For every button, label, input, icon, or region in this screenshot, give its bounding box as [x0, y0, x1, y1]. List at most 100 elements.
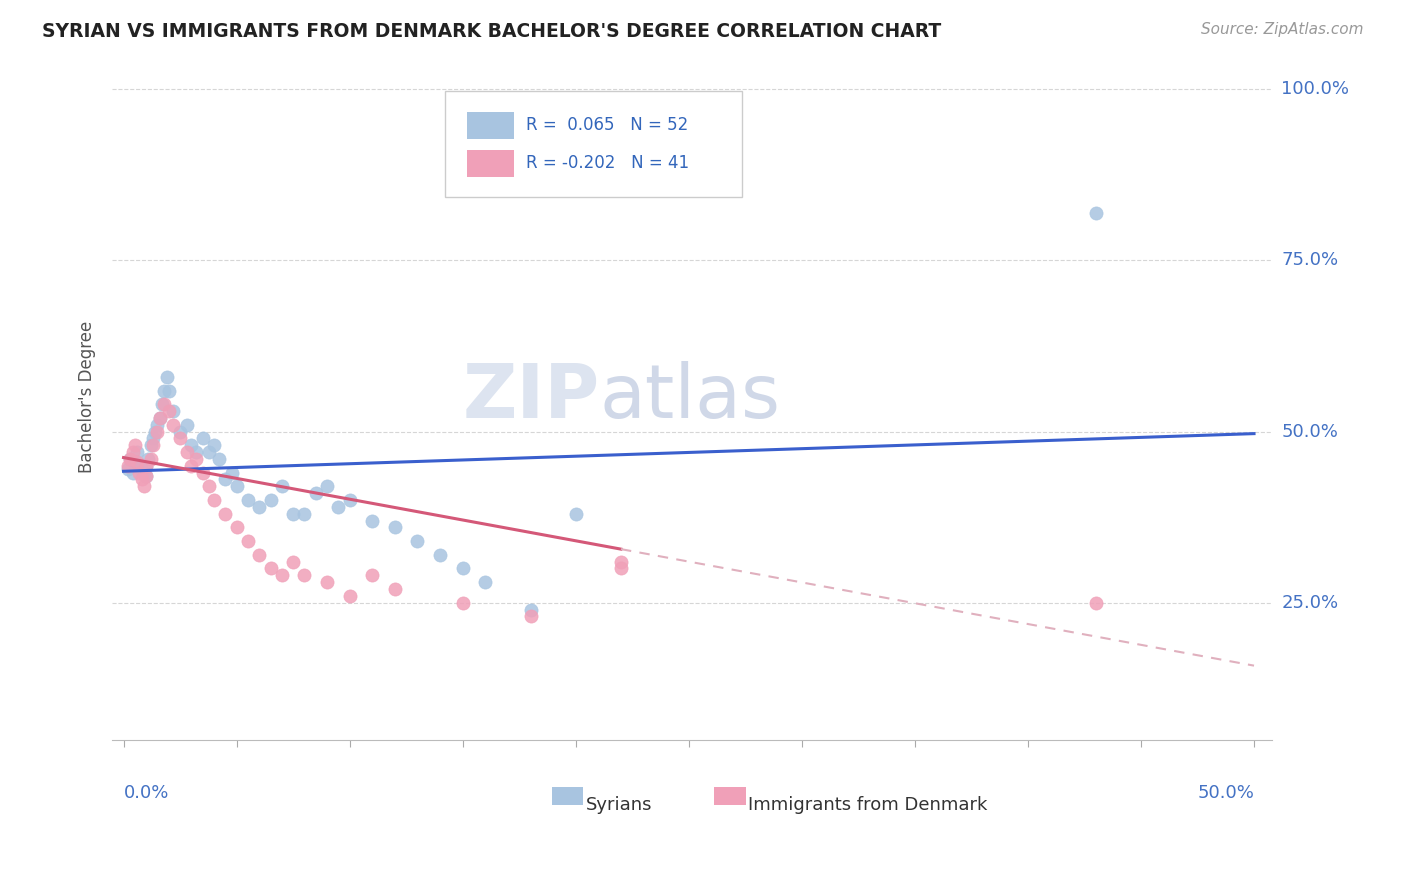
Point: [236, 534, 259, 549]
Point: [198, 445, 221, 459]
Text: ZIP: ZIP: [463, 361, 599, 434]
FancyBboxPatch shape: [467, 112, 513, 139]
Point: [247, 548, 270, 562]
Point: [157, 384, 180, 398]
Point: [184, 445, 207, 459]
Point: [157, 404, 180, 418]
Point: [281, 507, 304, 521]
Point: [169, 431, 191, 445]
Point: [153, 397, 176, 411]
Point: [121, 466, 143, 480]
Point: [259, 561, 281, 575]
Point: [146, 425, 169, 439]
Point: [124, 455, 146, 469]
Text: SYRIAN VS IMMIGRANTS FROM DENMARK BACHELOR'S DEGREE CORRELATION CHART: SYRIAN VS IMMIGRANTS FROM DENMARK BACHEL…: [42, 22, 942, 41]
Point: [124, 438, 146, 452]
Point: [117, 462, 139, 476]
Point: [339, 493, 361, 508]
Text: 50.0%: 50.0%: [1197, 784, 1254, 802]
Point: [127, 445, 149, 459]
Point: [723, 175, 745, 189]
Point: [236, 493, 259, 508]
Point: [139, 438, 162, 452]
Point: [135, 458, 157, 473]
Point: [117, 458, 139, 473]
Point: [316, 575, 339, 590]
Text: Syrians: Syrians: [585, 797, 652, 814]
FancyBboxPatch shape: [467, 150, 513, 177]
Point: [143, 425, 166, 439]
Point: [610, 561, 633, 575]
Point: [316, 479, 339, 493]
Point: [214, 473, 236, 487]
Point: [162, 417, 184, 432]
Text: 0.0%: 0.0%: [124, 784, 169, 802]
Point: [564, 507, 586, 521]
Point: [120, 452, 142, 467]
Point: [135, 469, 157, 483]
Point: [225, 520, 247, 534]
Y-axis label: Bachelor's Degree: Bachelor's Degree: [79, 321, 96, 474]
Point: [142, 431, 165, 445]
Text: Source: ZipAtlas.com: Source: ZipAtlas.com: [1201, 22, 1364, 37]
Point: [305, 486, 328, 500]
Point: [339, 589, 361, 603]
Point: [406, 534, 429, 549]
Point: [142, 438, 165, 452]
Point: [155, 369, 177, 384]
Point: [149, 410, 172, 425]
Text: 25.0%: 25.0%: [1281, 594, 1339, 612]
Point: [191, 466, 214, 480]
Point: [361, 568, 384, 582]
Point: [328, 500, 350, 514]
Point: [169, 425, 191, 439]
Point: [150, 397, 173, 411]
Point: [451, 561, 474, 575]
Point: [202, 493, 225, 508]
Point: [225, 479, 247, 493]
Text: 100.0%: 100.0%: [1281, 80, 1350, 98]
Point: [138, 452, 160, 467]
Point: [221, 466, 243, 480]
Point: [270, 479, 292, 493]
Point: [474, 575, 496, 590]
Point: [1084, 205, 1107, 219]
Point: [294, 568, 316, 582]
Point: [162, 404, 184, 418]
Point: [128, 466, 150, 480]
Point: [207, 452, 229, 467]
Point: [132, 467, 155, 481]
Point: [429, 548, 451, 562]
Point: [176, 417, 198, 432]
Point: [184, 452, 207, 467]
Point: [135, 469, 157, 483]
Point: [259, 493, 281, 508]
Text: 75.0%: 75.0%: [1281, 252, 1339, 269]
Point: [131, 464, 153, 478]
Text: R =  0.065   N = 52: R = 0.065 N = 52: [526, 116, 689, 134]
Point: [198, 479, 221, 493]
Point: [180, 438, 202, 452]
Point: [1084, 596, 1107, 610]
Point: [149, 410, 172, 425]
Point: [128, 458, 150, 473]
Point: [294, 507, 316, 521]
Point: [247, 500, 270, 514]
Point: [202, 438, 225, 452]
Point: [139, 452, 162, 467]
Point: [384, 582, 406, 596]
Point: [281, 555, 304, 569]
FancyBboxPatch shape: [551, 787, 583, 805]
FancyBboxPatch shape: [446, 91, 742, 197]
Point: [451, 596, 474, 610]
Point: [132, 479, 155, 493]
FancyBboxPatch shape: [714, 787, 745, 805]
Point: [176, 445, 198, 459]
Point: [214, 507, 236, 521]
Text: Immigrants from Denmark: Immigrants from Denmark: [748, 797, 987, 814]
Point: [121, 445, 143, 459]
Point: [361, 514, 384, 528]
Point: [519, 602, 541, 616]
Text: atlas: atlas: [599, 361, 780, 434]
Point: [120, 452, 142, 467]
